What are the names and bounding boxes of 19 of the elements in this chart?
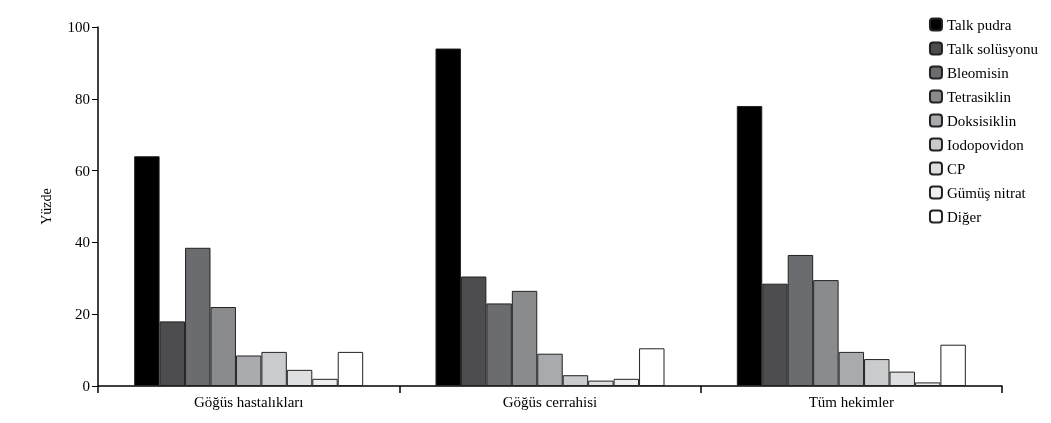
- legend-label: Tetrasiklin: [946, 88, 1012, 105]
- y-tick-label: 40: [75, 234, 90, 251]
- y-tick-label: 20: [75, 306, 90, 323]
- y-tick-label: 0: [82, 378, 90, 394]
- legend-label: Gümüş nitrat: [946, 184, 1027, 201]
- x-tick-label: Göğüs cerrahisi: [502, 393, 598, 410]
- x-tick-label: Tüm hekimler: [808, 393, 895, 410]
- legend-label: Doksisiklin: [946, 112, 1017, 129]
- legend-label: Talk pudra: [946, 16, 1012, 33]
- legend-label: Bleomisin: [946, 64, 1010, 81]
- legend-label: Diğer: [946, 208, 982, 225]
- y-tick-label: 100: [67, 19, 90, 35]
- legend-label: Talk solüsyonu: [946, 40, 1039, 57]
- x-tick-label: Göğüs hastalıkları: [193, 393, 304, 410]
- y-axis-title: Yüzde: [38, 188, 54, 225]
- legend-label: Iodopovidon: [946, 136, 1025, 153]
- y-tick-label: 60: [75, 162, 90, 179]
- y-tick-label: 80: [75, 90, 90, 107]
- legend-label: CP: [946, 160, 966, 177]
